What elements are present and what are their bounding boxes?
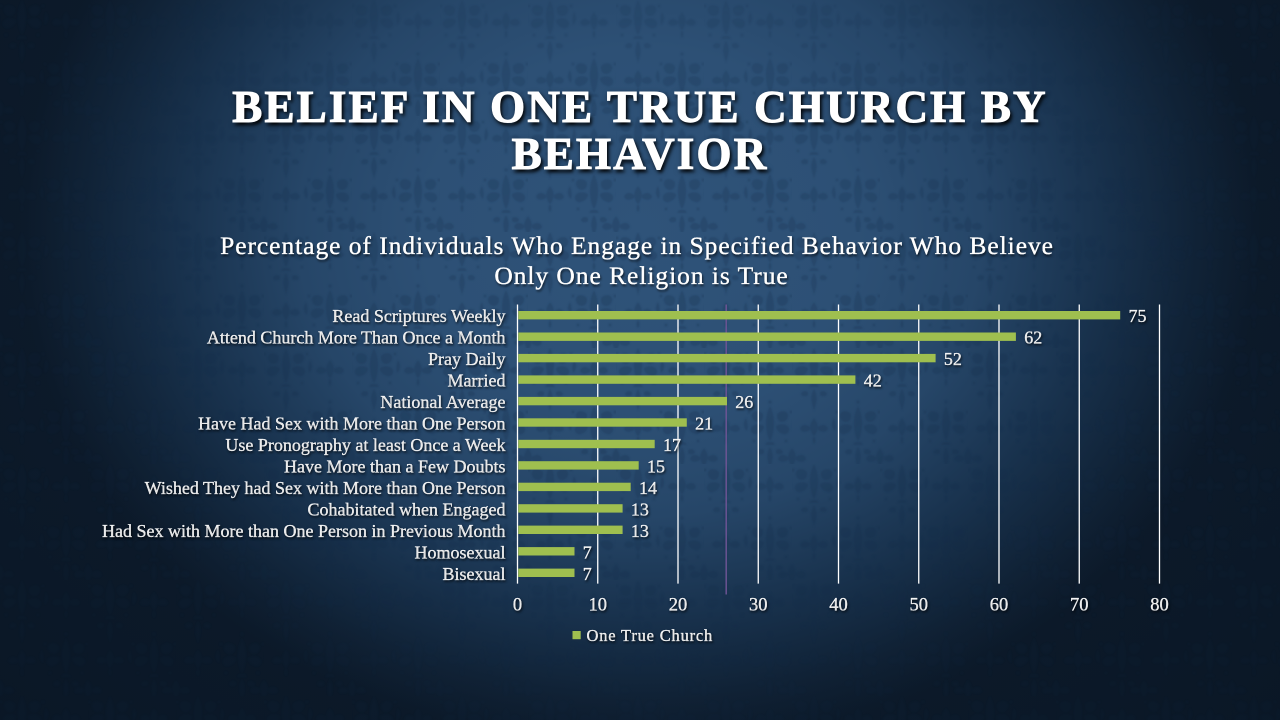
svg-text:26: 26 (735, 392, 753, 412)
svg-text:42: 42 (864, 371, 882, 391)
svg-text:10: 10 (589, 596, 608, 616)
svg-text:7: 7 (583, 542, 592, 562)
svg-text:21: 21 (695, 414, 713, 434)
svg-text:14: 14 (639, 478, 657, 498)
svg-text:15: 15 (647, 456, 665, 476)
svg-text:Cohabitated when Engaged: Cohabitated when Engaged (308, 499, 506, 519)
svg-text:80: 80 (1150, 596, 1169, 616)
svg-text:Pray Daily: Pray Daily (428, 349, 505, 369)
svg-text:0: 0 (513, 596, 522, 616)
svg-text:17: 17 (663, 435, 681, 455)
svg-text:One True Church: One True Church (587, 626, 714, 645)
svg-text:Wished They had Sex with More: Wished They had Sex with More than One P… (145, 478, 506, 498)
svg-text:Had Sex with More than One Per: Had Sex with More than One Person in Pre… (102, 521, 505, 541)
svg-text:Attend Church More Than Once a: Attend Church More Than Once a Month (207, 328, 506, 348)
svg-text:13: 13 (631, 521, 649, 541)
svg-text:62: 62 (1024, 328, 1042, 348)
svg-text:Read Scriptures Weekly: Read Scriptures Weekly (332, 306, 505, 326)
svg-text:40: 40 (829, 596, 848, 616)
svg-text:National Average: National Average (380, 392, 505, 412)
svg-text:Use Pronography at least Once: Use Pronography at least Once a Week (225, 435, 505, 455)
svg-text:30: 30 (749, 596, 768, 616)
svg-text:Married: Married (448, 371, 506, 391)
svg-text:7: 7 (583, 564, 592, 584)
svg-text:20: 20 (669, 596, 688, 616)
svg-text:52: 52 (944, 349, 962, 369)
svg-text:Bisexual: Bisexual (443, 564, 506, 584)
svg-text:13: 13 (631, 499, 649, 519)
svg-text:75: 75 (1129, 306, 1147, 326)
svg-text:70: 70 (1070, 596, 1089, 616)
svg-text:Have More than a Few Doubts: Have More than a Few Doubts (284, 456, 505, 476)
svg-text:Have Had Sex with More than On: Have Had Sex with More than One Person (198, 414, 505, 434)
svg-text:50: 50 (910, 596, 929, 616)
svg-text:Homosexual: Homosexual (415, 542, 506, 562)
svg-text:60: 60 (990, 596, 1009, 616)
